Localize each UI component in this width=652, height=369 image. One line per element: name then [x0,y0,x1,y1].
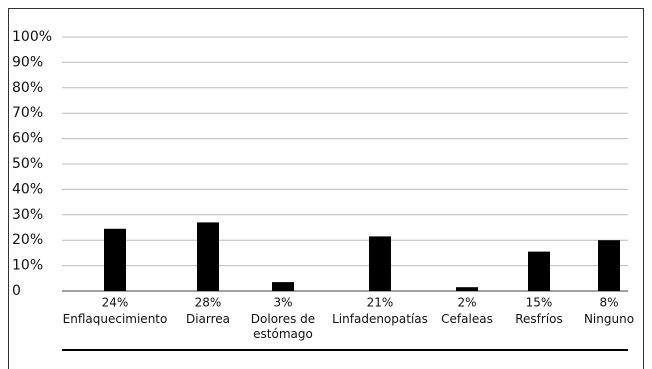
y-tick-label: 70% [12,105,43,121]
x-tick-label: Dolores de estómago [250,312,316,341]
x-tick-label: Cefaleas [441,312,493,326]
bar [197,222,219,291]
bar-annotation: 2% [457,296,476,310]
bar-annotation: 28% [195,296,222,310]
x-tick-label: Diarrea [185,312,231,326]
bar [104,228,126,291]
bar-annotation: 8% [599,296,618,310]
bar [528,251,550,291]
bar [456,287,478,291]
y-tick-label: 60% [12,131,43,147]
bar-annotation: 3% [273,296,292,310]
frame [8,8,644,369]
x-tick-label: Enflaquecimiento [62,312,168,326]
x-tick-label: Resfríos [515,312,563,326]
y-tick-label: 20% [12,232,43,248]
y-tick-label: 10% [12,258,43,274]
y-tick-label: 0 [12,283,21,299]
bar [272,282,294,291]
y-tick-label: 30% [12,207,43,223]
bar [369,236,391,291]
bar [598,240,620,291]
y-tick-label: 100% [12,29,52,45]
y-tick-label: 90% [12,54,43,70]
bar-annotation: 15% [526,296,553,310]
bar-annotation: 21% [367,296,394,310]
y-tick-label: 50% [12,156,43,172]
x-tick-label: Ninguno [583,312,635,326]
bar-annotation: 24% [102,296,129,310]
y-tick-label: 80% [12,80,43,96]
y-tick-label: 40% [12,181,43,197]
x-tick-label: Linfadenopatías [332,312,428,326]
